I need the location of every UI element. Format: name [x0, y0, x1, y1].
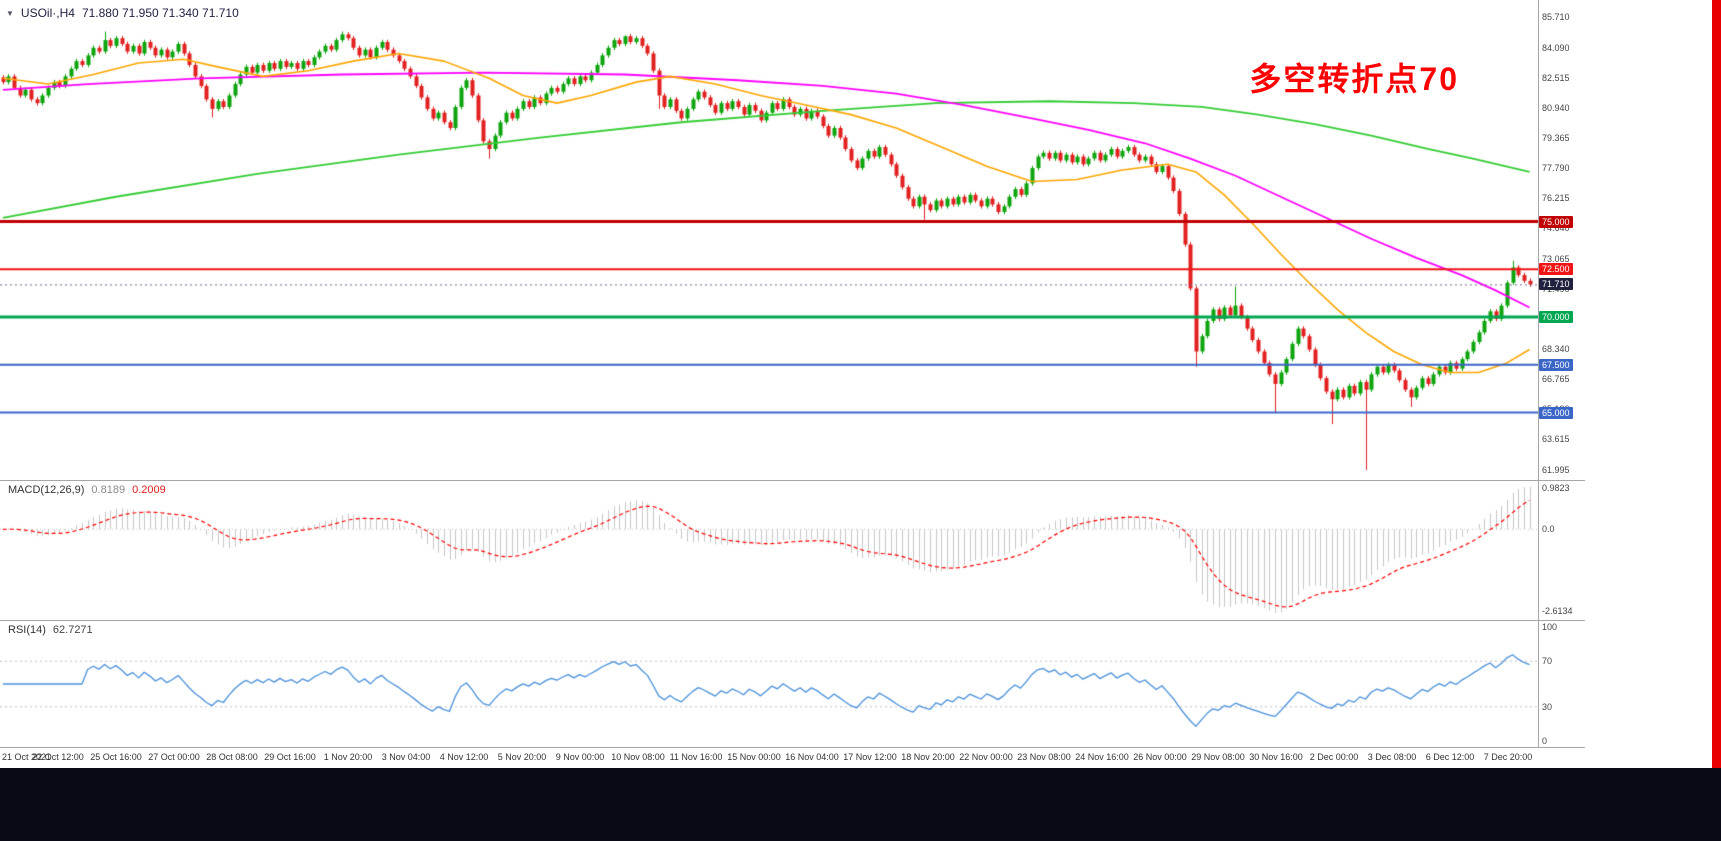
time-axis-label: 7 Dec 20:00 [1483, 752, 1533, 762]
rsi-panel-canvas[interactable] [0, 621, 1538, 747]
time-axis-label: 6 Dec 12:00 [1425, 752, 1475, 762]
time-axis-label: 4 Nov 12:00 [439, 752, 489, 762]
time-axis-label: 2 Dec 00:00 [1309, 752, 1359, 762]
price-level-badge: 70.000 [1539, 311, 1573, 324]
time-axis-label: 29 Nov 08:00 [1191, 752, 1245, 762]
time-axis-label: 25 Oct 16:00 [90, 752, 142, 762]
axis-label: -2.6134 [1542, 606, 1573, 616]
bottom-bar [0, 768, 1721, 841]
price-level-badge: 75.000 [1539, 215, 1573, 228]
axis-label: 30 [1542, 701, 1553, 712]
price-level-badge: 65.000 [1539, 406, 1573, 419]
time-axis-label: 22 Oct 12:00 [32, 752, 84, 762]
time-axis-label: 9 Nov 00:00 [555, 752, 605, 762]
symbol-timeframe-label: USOil·,H4 [20, 6, 75, 20]
macd-main-value: 0.8189 [91, 484, 126, 496]
price-level-badge: 67.500 [1539, 358, 1573, 371]
time-axis-label: 18 Nov 20:00 [901, 752, 955, 762]
axis-label: 82.515 [1542, 73, 1570, 84]
price-axis[interactable]: 85.710 84.090 82.515 80.940 79.365 77.790 76.2… [1539, 0, 1609, 748]
axis-label: 0 [1542, 736, 1548, 746]
axis-label: 84.090 [1542, 42, 1570, 53]
time-axis-label: 30 Nov 16:00 [1249, 752, 1303, 762]
time-axis-label: 27 Oct 00:00 [148, 752, 200, 762]
price-level-badge: 71.710 [1539, 278, 1573, 291]
time-axis-label: 15 Nov 00:00 [727, 752, 781, 762]
axis-label: 85.710 [1542, 12, 1570, 22]
axis-label: 76.215 [1542, 193, 1570, 204]
axis-label: 80.940 [1542, 103, 1570, 114]
macd-panel-canvas[interactable] [0, 481, 1538, 619]
axis-label: 79.365 [1542, 133, 1570, 144]
axis-label: 0.0 [1542, 524, 1555, 535]
panel-separator-macd[interactable] [0, 480, 1585, 481]
right-edge-strip [1712, 0, 1721, 768]
axis-label: 70 [1542, 656, 1553, 667]
axis-label: 74.640 [1542, 223, 1570, 234]
axis-label: 100 [1542, 622, 1558, 632]
time-axis-label: 29 Oct 16:00 [264, 752, 316, 762]
time-axis-label: 11 Nov 16:00 [669, 752, 723, 762]
panel-separator-timeaxis [0, 747, 1585, 748]
time-axis-label: 3 Dec 08:00 [1367, 752, 1417, 762]
macd-signal-value: 0.2009 [132, 484, 166, 496]
time-axis-label: 1 Nov 20:00 [323, 752, 373, 762]
time-axis-label: 23 Nov 08:00 [1017, 752, 1071, 762]
price-level-badge: 72.500 [1539, 263, 1573, 276]
rsi-value: 62.7271 [52, 624, 93, 636]
time-axis[interactable]: 21 Oct 2021 22 Oct 12:00 25 Oct 16:00 27 Oc… [0, 748, 1538, 768]
time-axis-label: 17 Nov 12:00 [843, 752, 897, 762]
rsi-label: RSI(14) [8, 624, 46, 636]
axis-label: 66.765 [1542, 373, 1570, 384]
time-axis-label: 26 Nov 00:00 [1133, 752, 1187, 762]
axis-label: 68.340 [1542, 343, 1570, 354]
time-axis-label: 22 Nov 00:00 [959, 752, 1013, 762]
time-axis-label: 10 Nov 08:00 [611, 752, 665, 762]
macd-label: MACD(12,26,9) [8, 484, 85, 496]
time-axis-label: 3 Nov 04:00 [381, 752, 431, 762]
macd-indicator-header: MACD(12,26,9) 0.8189 0.2009 [8, 484, 166, 496]
chart-annotation-text: 多空转折点70 [1249, 61, 1459, 97]
time-axis-label: 21 Oct 2021 [2, 752, 52, 762]
ohlc-values: 71.880 71.950 71.340 71.710 [81, 6, 239, 20]
plot-axis-divider [1538, 0, 1539, 747]
axis-label: 0.9823 [1542, 483, 1570, 493]
panel-separator-rsi[interactable] [0, 620, 1585, 621]
axis-label: 73.065 [1542, 253, 1570, 264]
chart-header: ▼ USOil·,H4 71.880 71.950 71.340 71.710 [6, 6, 239, 20]
axis-label: 77.790 [1542, 163, 1570, 174]
rsi-indicator-header: RSI(14) 62.7271 [8, 624, 93, 636]
axis-label: 61.995 [1542, 465, 1570, 475]
time-axis-label: 5 Nov 20:00 [497, 752, 547, 762]
time-axis-label: 28 Oct 08:00 [206, 752, 258, 762]
axis-label: 63.615 [1542, 434, 1570, 445]
time-axis-label: 24 Nov 16:00 [1075, 752, 1129, 762]
price-chart-canvas[interactable] [0, 0, 1538, 480]
time-axis-label: 16 Nov 04:00 [785, 752, 839, 762]
collapse-triangle-icon[interactable]: ▼ [6, 8, 14, 18]
